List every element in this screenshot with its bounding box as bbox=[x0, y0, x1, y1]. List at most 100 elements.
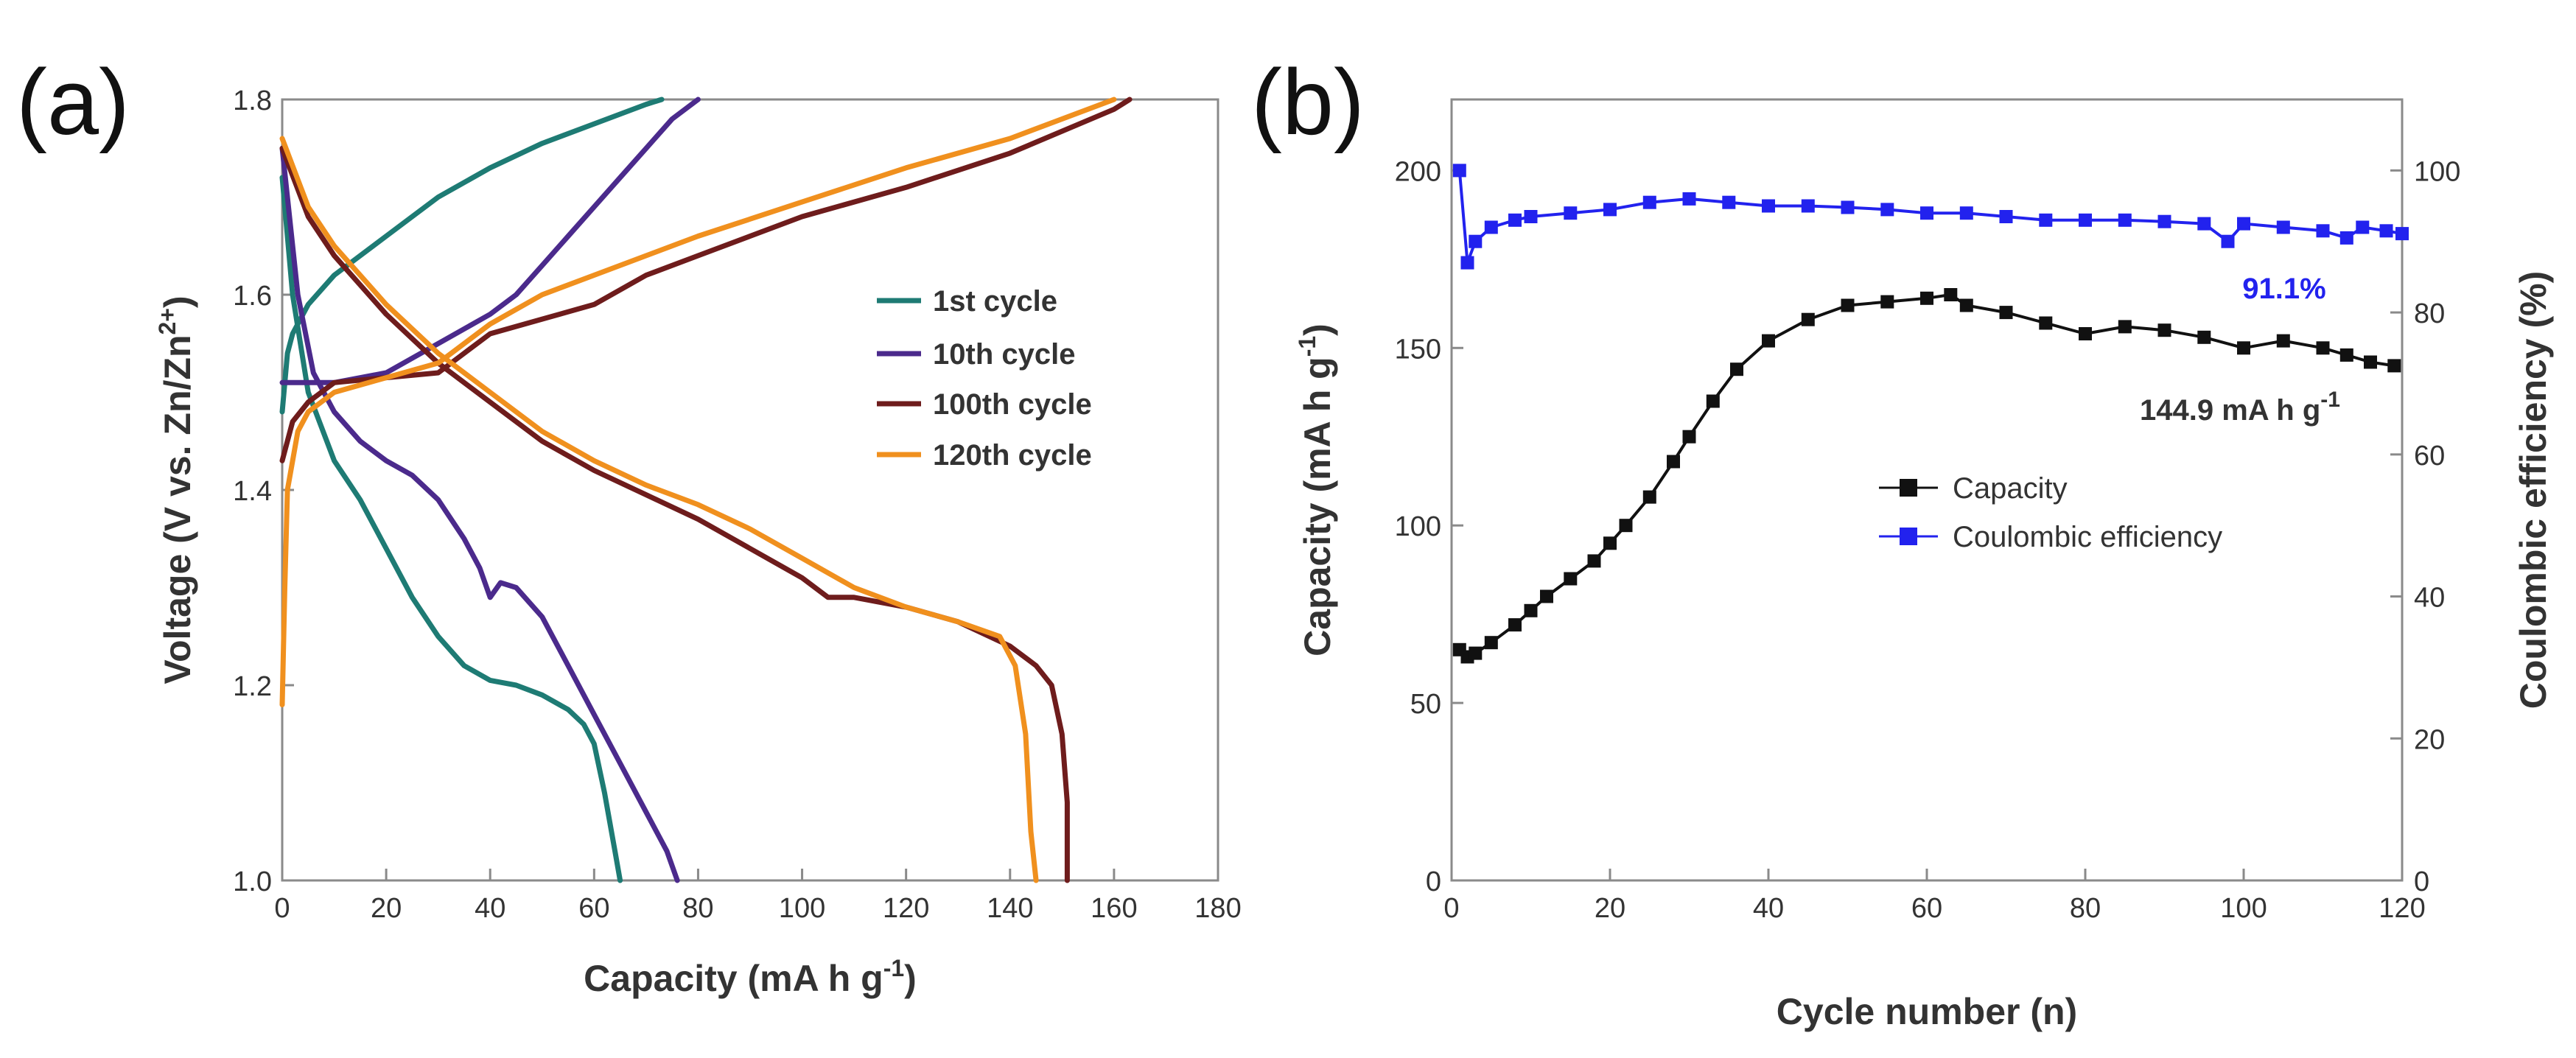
panel-a-x-tick-label: 20 bbox=[371, 893, 402, 924]
data-point-capacity bbox=[1564, 572, 1578, 586]
panel-b-y-tick-label: 100 bbox=[1395, 511, 1441, 542]
panel-a-y-tick-label: 1.0 bbox=[233, 866, 272, 897]
data-point-coulombic-efficiency bbox=[1959, 206, 1973, 220]
data-point-capacity bbox=[1959, 298, 1973, 312]
series-line-100th-cycle-charge bbox=[279, 97, 1133, 463]
data-point-coulombic-efficiency bbox=[1460, 256, 1474, 270]
data-point-capacity bbox=[1642, 490, 1656, 504]
legend-item-100th-cycle: 100th cycle bbox=[877, 388, 1092, 421]
legend-label-capacity: Capacity bbox=[1953, 472, 2068, 505]
data-point-capacity bbox=[2339, 348, 2353, 362]
panel-b-y-tick-label: 50 bbox=[1410, 689, 1441, 720]
legend-marker-coulombic-efficiency bbox=[1900, 528, 1917, 545]
data-point-capacity bbox=[1603, 536, 1617, 550]
panel-b-y2-tick-label: 80 bbox=[2414, 298, 2445, 329]
data-point-capacity bbox=[1920, 291, 1933, 305]
legend-item-coulombic-efficiency: Coulombic efficiency bbox=[1879, 521, 2222, 553]
panel-b-series bbox=[1452, 164, 2409, 664]
panel-a-y-tick-label: 1.4 bbox=[233, 476, 272, 507]
data-point-coulombic-efficiency bbox=[1801, 199, 1815, 213]
panel-a-axis-ticks: 0 20 40 60 80 100 120 140 160 180 1.0 1.2 1.4 1.6 1.8 bbox=[233, 85, 1242, 924]
panel-b-x-tick-label: 20 bbox=[1595, 893, 1625, 924]
data-point-capacity bbox=[1667, 455, 1680, 469]
data-point-coulombic-efficiency bbox=[2395, 227, 2409, 241]
panel-a-x-tick-label: 140 bbox=[987, 893, 1033, 924]
data-point-coulombic-efficiency bbox=[1508, 213, 1522, 227]
panel-b-x-tick-label: 120 bbox=[2379, 893, 2425, 924]
data-point-capacity bbox=[1682, 430, 1696, 444]
data-point-coulombic-efficiency bbox=[1762, 199, 1775, 213]
panel-a-y-tick-label: 1.2 bbox=[233, 671, 272, 702]
panel-a-y-tick-label: 1.8 bbox=[233, 85, 272, 116]
panel-b-y-tick-label: 200 bbox=[1395, 156, 1441, 187]
legend-item-10th-cycle: 10th cycle bbox=[877, 338, 1075, 371]
data-point-coulombic-efficiency bbox=[2379, 224, 2393, 238]
panel-a-x-tick-label: 180 bbox=[1194, 893, 1241, 924]
data-point-coulombic-efficiency bbox=[2039, 213, 2053, 227]
data-point-capacity bbox=[1841, 298, 1855, 312]
data-point-coulombic-efficiency bbox=[2197, 217, 2211, 231]
data-point-capacity bbox=[1880, 295, 1894, 309]
data-point-coulombic-efficiency bbox=[2316, 224, 2330, 238]
panel-a-x-tick-label: 60 bbox=[578, 893, 609, 924]
panel-label-b: (b) bbox=[1251, 50, 1365, 154]
series-line-1st-cycle-discharge bbox=[279, 175, 623, 883]
data-point-coulombic-efficiency bbox=[1682, 192, 1696, 206]
data-point-capacity bbox=[1469, 646, 1483, 660]
data-point-capacity bbox=[2039, 316, 2053, 330]
panel-a-plot: 0 20 40 60 80 100 120 140 160 180 1.0 1.2 1.4 1.6 1.8 bbox=[233, 85, 1242, 924]
panel-b-y2-tick-label: 100 bbox=[2414, 156, 2460, 187]
data-point-capacity bbox=[1484, 636, 1498, 650]
series-line-120th-cycle-charge bbox=[279, 97, 1117, 707]
data-point-capacity bbox=[2316, 341, 2330, 355]
data-point-capacity bbox=[1706, 394, 1720, 408]
panel-b-legend: Capacity Coulombic efficiency bbox=[1879, 472, 2222, 553]
data-point-coulombic-efficiency bbox=[2157, 214, 2171, 228]
data-point-coulombic-efficiency bbox=[1880, 203, 1894, 217]
series-line-100th-cycle-discharge bbox=[279, 145, 1070, 883]
legend-label-1st-cycle: 1st cycle bbox=[933, 285, 1057, 318]
panel-b-y2-tick-label: 60 bbox=[2414, 441, 2445, 472]
data-point-coulombic-efficiency bbox=[1524, 210, 1538, 223]
panel-a-legend: 1st cycle 10th cycle 100th cycle 120th c… bbox=[877, 285, 1092, 472]
panel-b-x-tick-label: 40 bbox=[1753, 893, 1784, 924]
data-point-coulombic-efficiency bbox=[2356, 220, 2370, 234]
data-point-capacity bbox=[1540, 589, 1553, 603]
data-point-capacity bbox=[2276, 334, 2290, 348]
data-point-capacity bbox=[1524, 603, 1538, 617]
panel-b-x-axis-title: Cycle number (n) bbox=[1777, 991, 2077, 1032]
legend-label-10th-cycle: 10th cycle bbox=[933, 338, 1075, 371]
legend-item-capacity: Capacity bbox=[1879, 472, 2068, 505]
legend-label-coulombic-efficiency: Coulombic efficiency bbox=[1953, 521, 2222, 553]
data-point-coulombic-efficiency bbox=[2276, 220, 2290, 234]
panel-b-y-axis-title: Capacity (mA h g-1) bbox=[1294, 323, 1338, 656]
data-point-coulombic-efficiency bbox=[1642, 195, 1656, 209]
panel-a-x-tick-label: 160 bbox=[1091, 893, 1137, 924]
legend-item-120th-cycle: 120th cycle bbox=[877, 439, 1092, 472]
panel-a-y-tick-label: 1.6 bbox=[233, 281, 272, 312]
data-point-capacity bbox=[1587, 554, 1601, 568]
panel-b-y2-tick-label: 40 bbox=[2414, 583, 2445, 614]
legend-label-120th-cycle: 120th cycle bbox=[933, 439, 1092, 472]
panel-a-x-tick-label: 0 bbox=[274, 893, 290, 924]
series-line-10th-cycle-charge bbox=[279, 97, 701, 385]
panel-b-x-tick-label: 80 bbox=[2070, 893, 2101, 924]
panel-b-y-tick-label: 0 bbox=[1426, 866, 1441, 897]
panel-a-series-lines bbox=[279, 97, 1133, 883]
data-point-capacity bbox=[2237, 341, 2250, 355]
data-point-capacity bbox=[1762, 334, 1775, 348]
annotation-ce-final: 91.1% bbox=[2242, 273, 2325, 305]
data-point-coulombic-efficiency bbox=[1452, 164, 1466, 178]
data-point-capacity bbox=[2364, 355, 2377, 369]
data-point-capacity bbox=[2157, 323, 2171, 337]
data-point-coulombic-efficiency bbox=[2221, 234, 2235, 248]
panel-a-y-axis-title: Voltage (V vs. Zn/Zn2+) bbox=[154, 295, 198, 684]
data-point-coulombic-efficiency bbox=[2237, 217, 2250, 231]
panel-b-y-tick-label: 150 bbox=[1395, 334, 1441, 365]
legend-label-100th-cycle: 100th cycle bbox=[933, 388, 1092, 421]
series-line-capacity bbox=[1458, 293, 2395, 659]
series-line-120th-cycle-discharge bbox=[279, 136, 1039, 883]
data-point-capacity bbox=[2118, 320, 2132, 334]
data-point-coulombic-efficiency bbox=[1603, 203, 1617, 217]
